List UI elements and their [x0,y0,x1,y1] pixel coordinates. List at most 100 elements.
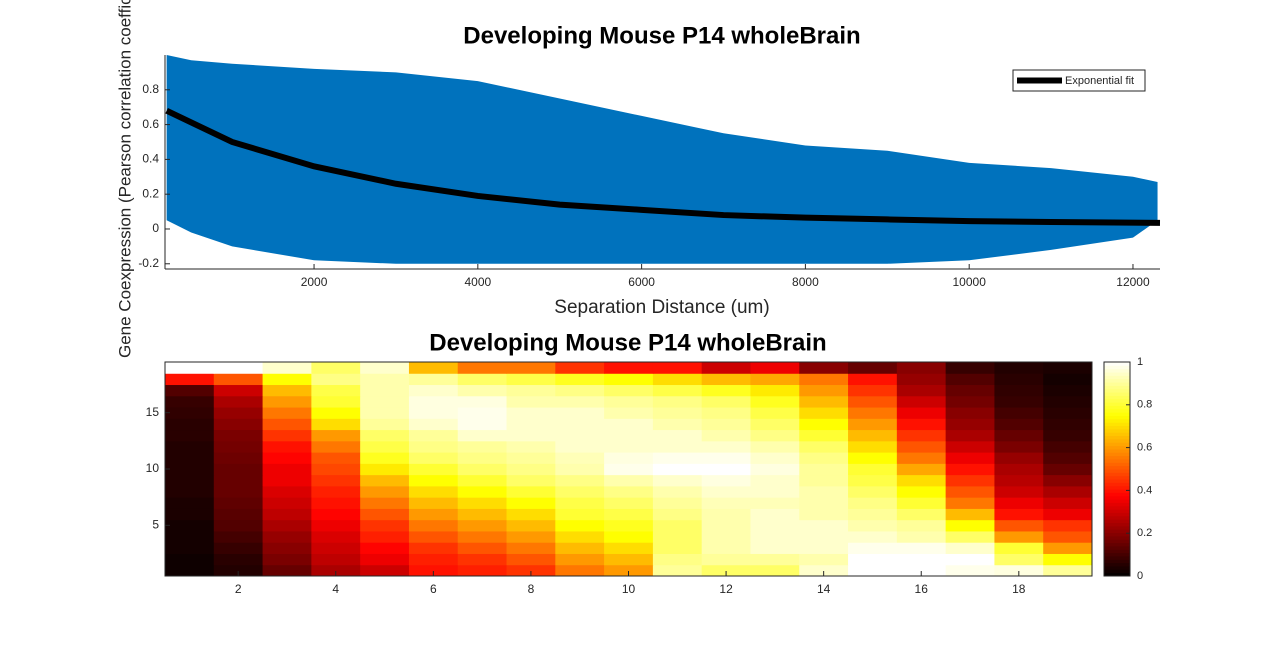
heatmap-cell [311,508,361,521]
heatmap-cell [457,384,508,397]
heatmap-cell [457,418,508,431]
heatmap-cell [457,452,508,464]
heatmap-cell [848,497,898,509]
heatmap-cell [213,474,264,487]
colorbar-segment [1104,572,1130,577]
heatmap-cell [262,497,312,509]
colorbar-segment [1104,382,1130,386]
x-tick-label: 4000 [464,275,491,289]
colorbar-segment [1104,512,1130,517]
heatmap-cell [799,407,849,419]
colorbar-segment [1104,539,1130,544]
colorbar-segment [1104,465,1130,470]
heatmap-cell [311,474,361,487]
heatmap-cell [994,542,1044,554]
heatmap-cell [896,407,947,419]
colorbar-segment [1104,405,1130,410]
heatmap-cell [1043,407,1093,419]
heatmap-cell [701,485,751,498]
heatmap-cell [652,497,703,509]
heatmap-cell [604,418,654,431]
heatmap-cell [311,485,361,498]
heatmap-cell [750,474,800,487]
heatmap-cell [457,362,508,374]
heatmap-cell [799,463,849,476]
heatmap-cell [945,429,995,442]
heatmap-cell [945,519,995,532]
heatmap-cell [506,519,556,532]
colorbar-segment [1104,525,1130,530]
heatmap-cell [945,452,995,464]
x-tick-label: 6 [430,582,437,596]
heatmap-cell [848,564,898,577]
colorbar-segment [1104,535,1130,540]
heatmap-cell [262,508,312,521]
heatmap-cell [701,440,751,453]
heatmap-cell [165,362,215,374]
heatmap-cell [457,553,508,566]
heatmap-cell [896,530,947,543]
heatmap-cell [896,508,947,521]
heatmap-cell [360,474,410,487]
x-tick-label: 16 [915,582,929,596]
heatmap-cell [994,530,1044,543]
heatmap-cell [896,519,947,532]
heatmap-cell [604,395,654,408]
colorbar-segment [1104,469,1130,473]
heatmap-cell [848,508,898,521]
heatmap-cell [165,440,215,453]
colorbar-segment [1104,392,1130,396]
heatmap-cell [408,497,459,509]
heatmap-cell [213,463,264,476]
heatmap-cell [652,429,703,442]
heatmap-cell [652,463,703,476]
heatmap-cell [701,452,751,464]
colorbar-segment [1104,388,1130,393]
heatmap-cell [262,418,312,431]
heatmap-cell [311,362,361,374]
heatmap-cell [701,362,751,374]
heatmap-cell [701,429,751,442]
heatmap-cell [750,485,800,498]
heatmap-cell [311,519,361,532]
heatmap-cell [213,519,264,532]
colorbar-segment [1104,482,1130,487]
heatmap-cell [408,384,459,397]
heatmap-cell [652,384,703,397]
heatmap-cell [604,564,654,577]
colorbar-segment [1104,559,1130,564]
colorbar-segment [1104,375,1130,380]
x-tick-label: 6000 [628,275,655,289]
heatmap-cell [945,418,995,431]
heatmap-cell [994,564,1044,577]
heatmap-cell [506,553,556,566]
y-tick-label: 10 [146,461,160,475]
colorbar-segment [1104,562,1130,567]
heatmap-cell [165,452,215,464]
heatmap-cell [408,474,459,487]
heatmap-cell [213,429,264,442]
legend-label: Exponential fit [1065,75,1134,87]
heatmap-cell [945,395,995,408]
heatmap-cell [945,553,995,566]
heatmap-cell [1043,384,1093,397]
colorbar-segment [1104,442,1130,447]
heatmap-cell [652,418,703,431]
heatmap-cell [457,395,508,408]
heatmap-cell [165,373,215,386]
heatmap-cell [360,384,410,397]
heatmap-cell [701,497,751,509]
colorbar-segment [1104,452,1130,457]
heatmap-cell [750,463,800,476]
colorbar-segment [1104,438,1130,443]
heatmap-cell [799,384,849,397]
heatmap-cell [750,553,800,566]
heatmap-cell [506,497,556,509]
heatmap-cell [994,553,1044,566]
colorbar-segment [1104,552,1130,557]
heatmap-cell [408,362,459,374]
heatmap-cell [1043,362,1093,374]
legend-box [1012,69,1146,92]
x-tick-label: 10 [622,582,636,596]
x-tick-label: 8000 [792,275,819,289]
